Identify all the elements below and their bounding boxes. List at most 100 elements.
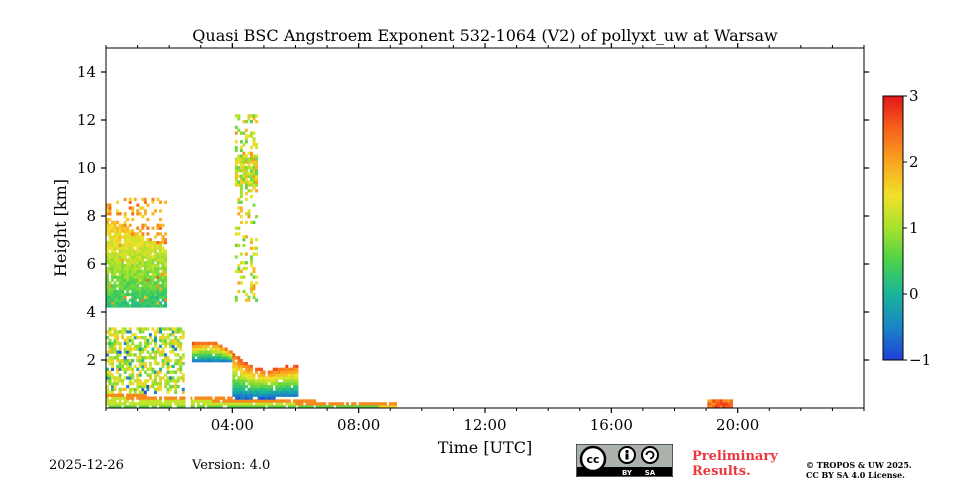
heatmap-cell (181, 356, 185, 360)
heatmap-cell (247, 215, 251, 219)
heatmap-cell (151, 278, 155, 282)
heatmap-cell (179, 341, 183, 346)
heatmap-cell (275, 370, 279, 374)
heatmap-cell (141, 327, 145, 331)
heatmap-cell (159, 330, 162, 334)
heatmap-cell (237, 266, 241, 271)
heatmap-cell (315, 402, 319, 406)
heatmap-cell (262, 373, 266, 377)
heatmap-cell (714, 405, 718, 408)
heatmap-cell (108, 255, 112, 259)
heatmap-cell (204, 396, 208, 400)
heatmap-cell (250, 261, 253, 265)
heatmap-cell (179, 330, 183, 334)
heatmap-cell (111, 278, 114, 282)
heatmap-cell (146, 387, 150, 392)
heatmap-cell (121, 258, 125, 262)
heatmap-cell (171, 327, 175, 331)
heatmap-cell (128, 353, 132, 357)
heatmap-cell (381, 405, 385, 408)
heatmap-cell (156, 243, 160, 248)
heatmap-cell (143, 197, 147, 202)
heatmap-cell (106, 379, 109, 383)
heatmap-cell (164, 258, 168, 262)
heatmap-cell (133, 292, 137, 297)
heatmap-cell (234, 163, 238, 167)
heatmap-cell (123, 341, 127, 346)
heatmap-cell (267, 370, 271, 374)
heatmap-cell (164, 238, 168, 242)
heatmap-cell (255, 120, 258, 124)
heatmap-cell (161, 361, 165, 366)
heatmap-cell (136, 287, 140, 291)
heatmap-cell (131, 246, 135, 250)
heatmap-cell (154, 246, 157, 250)
heatmap-cell (148, 399, 152, 403)
heatmap-cell (133, 249, 137, 253)
heatmap-cell (159, 353, 162, 357)
heatmap-cell (255, 379, 258, 383)
heatmap-cell (111, 402, 114, 406)
heatmap-cell (244, 384, 248, 389)
heatmap-cell (191, 399, 195, 403)
heatmap-cell (128, 269, 132, 274)
heatmap-cell (154, 209, 157, 213)
heatmap-cell (143, 393, 147, 397)
heatmap-cell (131, 367, 135, 371)
heatmap-cell (287, 390, 291, 394)
heatmap-cell (171, 370, 175, 374)
heatmap-cell (106, 399, 109, 403)
heatmap-cell (239, 145, 243, 150)
heatmap-cell (295, 393, 299, 397)
heatmap-cell (171, 379, 175, 383)
heatmap-cell (116, 264, 120, 268)
heatmap-cell (118, 258, 122, 262)
heatmap-cell (133, 266, 137, 271)
heatmap-cell (121, 261, 125, 265)
heatmap-cell (113, 344, 117, 348)
heatmap-cell (196, 347, 200, 351)
heatmap-cell (252, 295, 256, 299)
heatmap-cell (131, 278, 135, 282)
heatmap-cell (138, 301, 142, 305)
heatmap-cell (156, 264, 160, 268)
heatmap-cell (164, 200, 168, 204)
heatmap-cell (116, 367, 120, 371)
heatmap-cell (166, 364, 170, 369)
heatmap-cell (270, 393, 274, 397)
heatmap-cell (179, 359, 183, 363)
heatmap-cell (156, 281, 160, 285)
heatmap-cell (217, 402, 221, 406)
heatmap-cell (204, 350, 208, 354)
heatmap-cell (161, 238, 165, 242)
heatmap-cell (118, 376, 122, 380)
heatmap-cell (252, 131, 256, 135)
heatmap-cell (214, 341, 218, 346)
heatmap-cell (151, 399, 155, 403)
heatmap-cell (262, 396, 266, 400)
heatmap-cell (247, 163, 251, 167)
heatmap-cell (143, 301, 147, 305)
heatmap-cell (131, 376, 135, 380)
heatmap-cell (161, 295, 165, 299)
heatmap-cell (219, 396, 223, 400)
heatmap-cell (111, 382, 114, 386)
heatmap-cell (242, 261, 246, 265)
heatmap-cell (209, 396, 213, 400)
heatmap-cell (164, 405, 168, 408)
heatmap-cell (151, 402, 155, 406)
heatmap-cell (143, 390, 147, 394)
heatmap-cell (164, 240, 168, 245)
heatmap-cell (106, 266, 109, 271)
heatmap-cell (207, 359, 210, 363)
heatmap-cell (292, 382, 296, 386)
heatmap-cell (234, 384, 238, 389)
heatmap-cell (267, 393, 271, 397)
heatmap-cell (194, 344, 198, 348)
heatmap-cell (227, 402, 231, 406)
heatmap-cell (143, 209, 147, 213)
heatmap-cell (146, 287, 150, 291)
heatmap-cell (252, 376, 256, 380)
heatmap-cell (159, 292, 162, 297)
heatmap-cell (148, 287, 152, 291)
